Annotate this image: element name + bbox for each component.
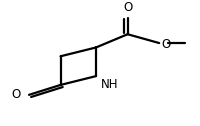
Text: O: O bbox=[161, 38, 170, 51]
Text: NH: NH bbox=[101, 78, 118, 91]
Text: O: O bbox=[12, 88, 21, 101]
Text: O: O bbox=[123, 1, 132, 14]
